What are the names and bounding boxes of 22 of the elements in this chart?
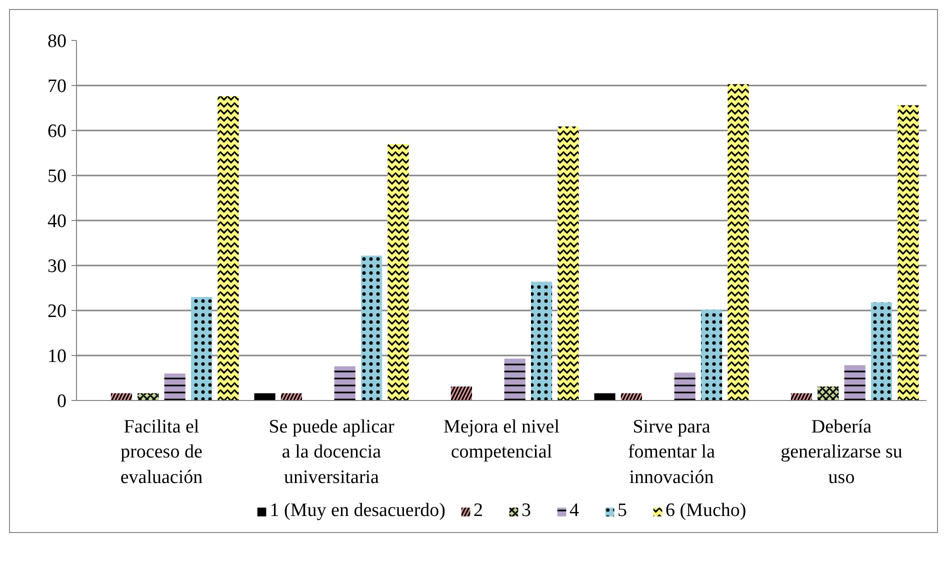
y-tick-label: 80 bbox=[48, 31, 66, 52]
x-tick-label: Mejora el nivel competencial bbox=[443, 416, 560, 463]
legend-label: 3 bbox=[521, 500, 532, 522]
x-tick-label: Sirve para fomentar la innovación bbox=[628, 416, 716, 488]
bar bbox=[254, 393, 276, 400]
legend-label: 1 (Muy en desacuerdo) bbox=[270, 500, 446, 522]
y-tick-label: 0 bbox=[57, 391, 66, 412]
legend-label: 5 bbox=[617, 500, 628, 522]
bar bbox=[594, 393, 616, 400]
legend-label: 2 bbox=[473, 500, 484, 522]
y-tick-label: 40 bbox=[48, 211, 66, 232]
legend-label: 6 (Mucho) bbox=[665, 500, 746, 522]
x-tick-label: Facilita el proceso de evaluación bbox=[120, 416, 204, 488]
x-tick-label: Debería generalizarse su uso bbox=[780, 416, 903, 488]
y-tick-label: 50 bbox=[48, 166, 66, 187]
y-tick-label: 70 bbox=[48, 76, 66, 97]
x-tick-label: Se puede aplicar a la docencia universitaria bbox=[268, 416, 395, 488]
y-tick-label: 60 bbox=[48, 121, 66, 142]
y-tick-label: 20 bbox=[48, 301, 66, 322]
legend-label: 4 bbox=[569, 500, 580, 522]
y-tick-label: 10 bbox=[48, 346, 66, 367]
y-tick-label: 30 bbox=[48, 256, 66, 277]
